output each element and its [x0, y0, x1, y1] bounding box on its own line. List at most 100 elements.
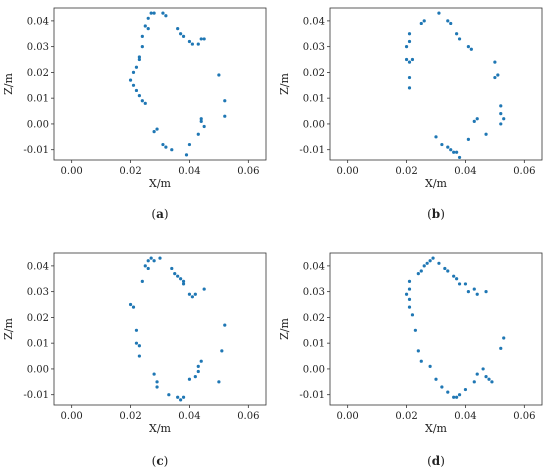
data-point [416, 272, 420, 276]
data-point [428, 364, 432, 368]
y-axis-label: Z/m [2, 318, 15, 340]
data-point [155, 127, 159, 131]
data-point [146, 27, 150, 31]
data-point [143, 24, 147, 28]
data-point [407, 297, 412, 301]
data-point [146, 16, 150, 20]
data-point [446, 390, 450, 394]
data-point [134, 328, 139, 332]
data-point [475, 292, 479, 296]
data-point [502, 336, 506, 340]
data-point [446, 269, 450, 273]
y-axis-label: Z/m [278, 73, 291, 95]
y-tick-label: 0.04 [27, 16, 49, 27]
data-point [170, 148, 174, 152]
data-point [407, 279, 412, 283]
data-point [419, 21, 423, 26]
data-point [217, 73, 221, 77]
data-point [499, 346, 503, 350]
x-tick-label: 0.00 [337, 166, 359, 177]
x-tick-label: 0.06 [237, 166, 259, 177]
data-point [199, 359, 203, 363]
data-point [179, 32, 183, 36]
data-point [443, 266, 447, 271]
data-point [484, 132, 488, 136]
data-point [179, 398, 183, 402]
panel-caption: (b) [427, 207, 445, 221]
data-point [457, 282, 462, 286]
data-point [455, 395, 459, 399]
data-point [161, 142, 165, 147]
data-point [202, 37, 206, 41]
y-tick-label: 0.01 [303, 339, 325, 350]
data-point [184, 153, 189, 157]
data-point [164, 14, 168, 18]
data-point [475, 117, 479, 121]
data-point [446, 145, 450, 149]
data-point [410, 313, 415, 317]
data-point [131, 83, 136, 87]
data-point [499, 122, 503, 126]
data-point [187, 292, 192, 296]
x-tick-label: 0.04 [178, 166, 200, 177]
data-point [140, 279, 144, 283]
data-point [146, 259, 150, 263]
data-point [481, 367, 485, 371]
data-point [176, 395, 180, 399]
data-point [196, 369, 200, 374]
data-point [449, 21, 453, 26]
data-point [437, 261, 441, 265]
data-point [149, 11, 153, 15]
data-point [407, 60, 412, 64]
y-tick-label: -0.01 [23, 390, 49, 401]
data-point [466, 290, 470, 294]
y-tick-label: 0.04 [303, 16, 325, 27]
plot-frame [53, 7, 267, 161]
y-tick-label: 0.00 [303, 364, 325, 375]
data-point [463, 282, 468, 286]
data-point [493, 75, 497, 80]
y-tick-label: 0.01 [27, 339, 49, 350]
data-point [143, 264, 147, 268]
x-tick-label: 0.06 [237, 411, 259, 422]
panel-caption: (d) [427, 454, 445, 468]
data-point [440, 142, 444, 147]
data-point [404, 57, 409, 62]
panel-d: 0.00 0.02 0.04 0.06 -0.01 0.00 0.01 0.02 0.03 0.0… [278, 252, 543, 468]
data-point [128, 78, 133, 82]
data-point [134, 65, 139, 69]
data-point [493, 60, 497, 64]
data-point [484, 290, 488, 294]
x-tick-label: 0.00 [61, 411, 83, 422]
x-tick-label: 0.02 [119, 166, 141, 177]
data-point [202, 124, 206, 129]
data-point [161, 11, 165, 15]
data-point [146, 266, 150, 271]
data-point [407, 86, 412, 90]
data-point [128, 302, 133, 307]
data-point [134, 88, 139, 93]
data-point [407, 287, 412, 291]
data-point [452, 395, 456, 399]
data-point [449, 148, 453, 152]
data-point [455, 32, 459, 36]
x-tick-label: 0.04 [454, 166, 476, 177]
data-point [137, 344, 141, 348]
data-point [484, 375, 488, 379]
data-point [167, 393, 171, 397]
data-point [407, 39, 412, 44]
data-point [137, 55, 141, 59]
data-point [455, 150, 459, 154]
data-point [176, 27, 180, 31]
data-point [499, 112, 503, 116]
data-point [131, 305, 136, 309]
y-tick-label: -0.01 [23, 145, 49, 156]
data-point [131, 70, 136, 75]
data-point [428, 259, 432, 263]
data-point [499, 104, 503, 108]
y-tick-label: 0.04 [303, 261, 325, 272]
data-point [223, 99, 227, 103]
data-point [155, 380, 159, 384]
data-point [140, 45, 144, 49]
